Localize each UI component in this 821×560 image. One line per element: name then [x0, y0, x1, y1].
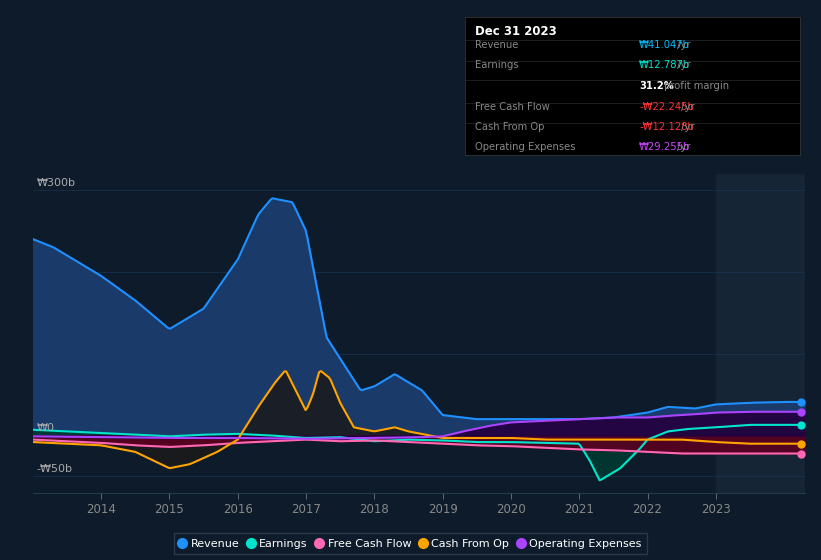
Text: profit margin: profit margin	[661, 81, 729, 91]
Text: /yr: /yr	[674, 40, 690, 50]
Text: ₩300b: ₩300b	[36, 178, 76, 188]
Text: /yr: /yr	[678, 102, 695, 111]
Text: Operating Expenses: Operating Expenses	[475, 142, 576, 152]
Text: 31.2%: 31.2%	[640, 81, 674, 91]
Text: ₩29.255b: ₩29.255b	[640, 142, 690, 152]
Text: Earnings: Earnings	[475, 60, 519, 71]
Text: /yr: /yr	[674, 142, 690, 152]
Text: -₩50b: -₩50b	[36, 464, 72, 474]
Text: ₩41.047b: ₩41.047b	[640, 40, 690, 50]
Text: /yr: /yr	[678, 123, 695, 132]
Text: Cash From Op: Cash From Op	[475, 123, 544, 132]
Text: -₩22.245b: -₩22.245b	[640, 102, 694, 111]
Text: /yr: /yr	[674, 60, 690, 71]
Text: Revenue: Revenue	[475, 40, 518, 50]
Text: Free Cash Flow: Free Cash Flow	[475, 102, 550, 111]
Text: ₩0: ₩0	[36, 423, 54, 433]
Text: Dec 31 2023: Dec 31 2023	[475, 25, 557, 38]
Legend: Revenue, Earnings, Free Cash Flow, Cash From Op, Operating Expenses: Revenue, Earnings, Free Cash Flow, Cash …	[174, 533, 647, 554]
Text: -₩12.128b: -₩12.128b	[640, 123, 694, 132]
Bar	[716, 174, 805, 493]
Text: ₩12.787b: ₩12.787b	[640, 60, 690, 71]
